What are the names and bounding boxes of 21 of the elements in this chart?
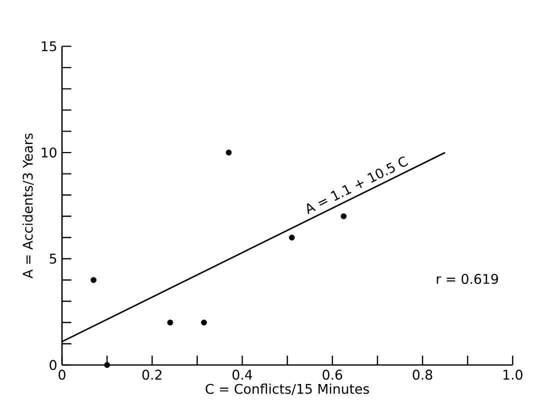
annotation: A = 1.1 + 10.5 C <box>306 156 408 214</box>
x-tick-label: 0 <box>58 370 66 380</box>
point <box>201 320 207 326</box>
y-tick-label: 0 <box>50 360 56 370</box>
annotation: r = 0.619 <box>436 274 498 284</box>
y-tick-label: 5 <box>50 254 56 264</box>
point <box>288 234 295 240</box>
x-tick-label: 0.4 <box>232 370 252 380</box>
point <box>90 277 96 283</box>
x-tick-label: 1.0 <box>504 370 522 380</box>
point <box>104 362 110 368</box>
point <box>340 213 347 220</box>
y-tick-label: 15 <box>42 41 56 52</box>
point <box>167 320 174 326</box>
x-tick-label: 0.8 <box>412 370 432 380</box>
y-tick-label: 10 <box>42 147 56 158</box>
y-axis-title: A = Accidents/3 Years <box>22 133 34 278</box>
point <box>226 150 232 156</box>
x-tick-label: 0.2 <box>142 370 162 380</box>
x-axis-title: C = Conflicts/15 Minutes <box>206 384 370 395</box>
x-tick-label: 0.6 <box>322 370 342 380</box>
